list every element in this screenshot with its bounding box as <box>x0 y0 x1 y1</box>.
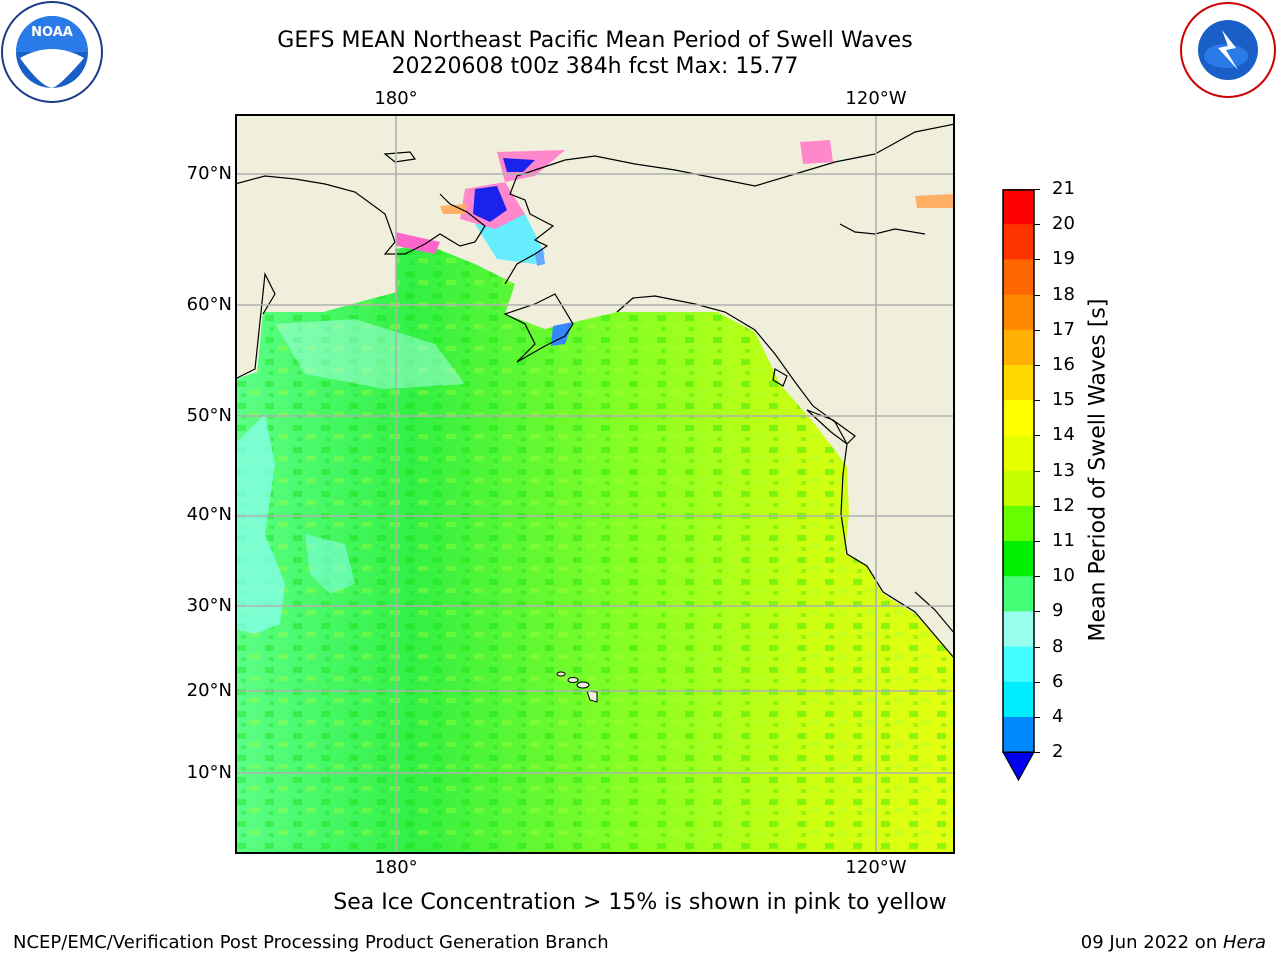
colorbar-tick-label: 19 <box>1052 248 1075 270</box>
lat-label-60n: 60°N <box>186 294 232 315</box>
colorbar-segment <box>1003 541 1034 577</box>
graticule <box>235 114 955 854</box>
colorbar-tick-label: 8 <box>1052 635 1064 657</box>
colorbar-tick-label: 21 <box>1052 178 1075 199</box>
footer-right: 09 Jun 2022 on Hera <box>1081 932 1266 953</box>
colorbar-tick-mark <box>1034 400 1040 402</box>
title-line-2: 20220608 t00z 384h fcst Max: 15.77 <box>391 54 799 79</box>
map-title: GEFS MEAN Northeast Pacific Mean Period … <box>0 28 1190 80</box>
sea-ice-caption: Sea Ice Concentration > 15% is shown in … <box>333 890 947 915</box>
colorbar-segment <box>1003 329 1034 366</box>
colorbar-segment <box>1003 646 1034 683</box>
colorbar-tick-mark <box>1034 576 1040 578</box>
noaa-logo: NOAA <box>0 0 104 104</box>
lat-label-40n: 40°N <box>186 504 232 525</box>
colorbar-tick-mark <box>1034 505 1040 507</box>
colorbar-segment <box>1003 470 1034 507</box>
colorbar-tick-mark <box>1034 365 1040 366</box>
footer-left: NCEP/EMC/Verification Post Processing Pr… <box>13 932 609 953</box>
footer-date: 09 Jun 2022 on <box>1080 932 1223 953</box>
colorbar-segment <box>1003 365 1034 401</box>
colorbar-tick-label: 6 <box>1052 670 1064 692</box>
lat-label-10n: 10°N <box>186 762 232 783</box>
colorbar <box>1002 189 1036 785</box>
coastline-northwest <box>616 295 956 660</box>
colorbar-segment <box>1003 611 1034 648</box>
colorbar-segment <box>1003 259 1034 296</box>
colorbar-tick-mark <box>1034 541 1040 542</box>
colorbar-extend-triangle <box>1002 751 1035 782</box>
lon-label-top-180: 180° <box>374 88 418 109</box>
colorbar-ticks: 21 20 19 18 17 16 15 14 13 12 11 10 9 8 6 4 2 <box>1034 178 1080 789</box>
colorbar-segment <box>1003 576 1034 612</box>
coastline-siberia <box>234 175 486 255</box>
colorbar-segment <box>1003 435 1034 472</box>
colorbar-tick-mark <box>1034 681 1040 683</box>
colorbar-tick-label: 16 <box>1052 354 1075 375</box>
colorbar-tick-mark <box>1034 224 1040 226</box>
map-svg <box>234 114 956 854</box>
colorbar-tick-label: 4 <box>1052 706 1064 727</box>
lon-label-top-120w: 120°W <box>845 88 907 109</box>
colorbar-tick-mark <box>1034 189 1040 190</box>
colorbar-tick-label: 18 <box>1052 283 1075 305</box>
lat-label-70n: 70°N <box>186 163 232 184</box>
lon-label-bottom-180: 180° <box>374 857 418 878</box>
map-frame <box>235 114 955 854</box>
colorbar-svg <box>1002 189 1035 782</box>
colorbar-segment <box>1003 717 1034 753</box>
colorbar-tick-mark <box>1034 752 1040 754</box>
colorbar-tick-label: 10 <box>1052 565 1075 587</box>
colorbar-tick-mark <box>1034 470 1040 472</box>
colorbar-tick-label: 11 <box>1052 530 1075 551</box>
footer-host: Hera <box>1222 932 1266 953</box>
colorbar-label-text: Mean Period of Swell Waves [s] <box>1085 298 1111 642</box>
colorbar-tick-mark <box>1034 611 1040 613</box>
colorbar-segment <box>1003 224 1034 260</box>
lat-label-20n: 20°N <box>186 680 232 701</box>
ocean-texture <box>235 244 955 854</box>
svg-text:NOAA: NOAA <box>31 25 73 40</box>
lat-label-30n: 30°N <box>186 595 232 616</box>
title-line-1: GEFS MEAN Northeast Pacific Mean Period … <box>277 28 913 53</box>
colorbar-tick-label: 15 <box>1052 389 1075 411</box>
colorbar-tick-mark <box>1034 259 1040 261</box>
map-panel <box>234 114 956 854</box>
colorbar-tick-label: 20 <box>1052 213 1075 235</box>
colorbar-tick-mark <box>1034 294 1040 296</box>
colorbar-tick-mark <box>1034 646 1040 648</box>
colorbar-tick-label: 2 <box>1052 741 1064 763</box>
colorbar-tick-mark <box>1034 717 1040 718</box>
colorbar-tick-label: 12 <box>1052 494 1075 516</box>
colorbar-tick-label: 13 <box>1052 459 1075 481</box>
lon-label-bottom-120w: 120°W <box>845 857 907 878</box>
colorbar-tick-label: 17 <box>1052 318 1075 340</box>
colorbar-segment <box>1003 400 1034 436</box>
colorbar-tick-mark <box>1034 435 1040 437</box>
long-period-band <box>235 414 285 634</box>
colorbar-segment <box>1003 189 1034 225</box>
lat-label-50n: 50°N <box>186 405 232 426</box>
hawaiian-islands <box>556 671 598 703</box>
nws-logo <box>1178 0 1278 100</box>
colorbar-segment <box>1003 505 1034 542</box>
colorbar-tick-label: 9 <box>1052 600 1064 622</box>
colorbar-tick-label: 14 <box>1052 424 1075 446</box>
colorbar-tick-mark <box>1034 329 1040 331</box>
colorbar-segment <box>1003 294 1034 331</box>
colorbar-segment <box>1003 681 1034 718</box>
coastline-alaska <box>504 123 956 285</box>
